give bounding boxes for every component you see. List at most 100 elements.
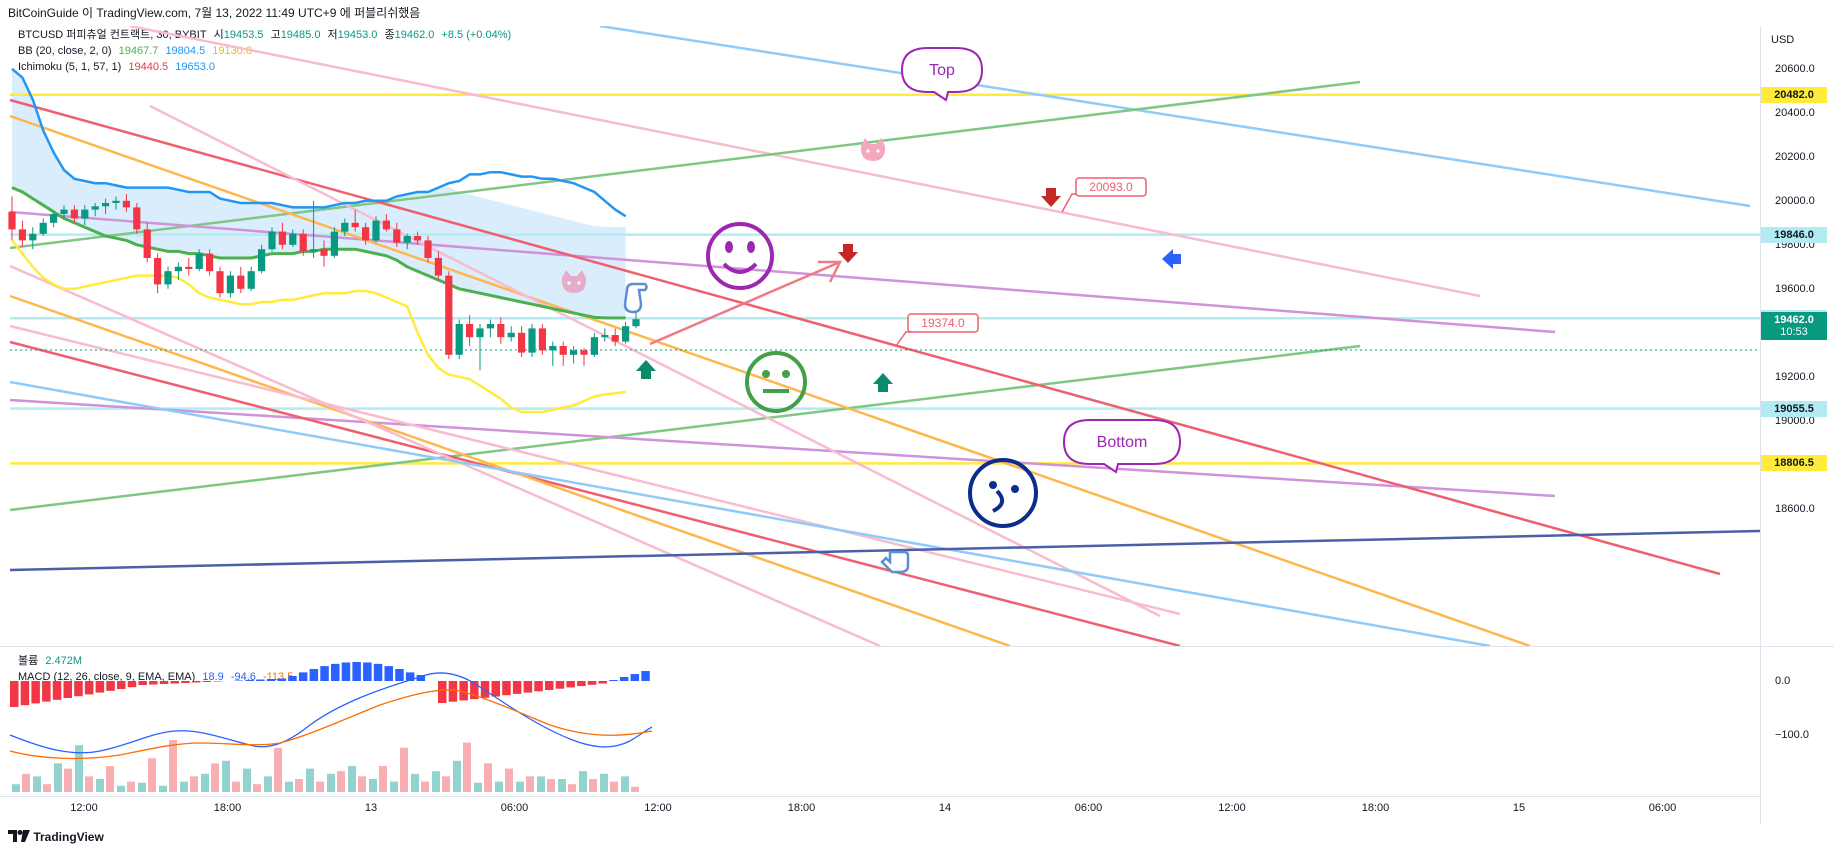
drawings [561, 138, 1181, 574]
candle-body [258, 249, 266, 272]
cat-face-icon [561, 270, 587, 293]
candle-body [518, 332, 526, 353]
candle-body [226, 275, 234, 294]
volume-bar [211, 763, 219, 792]
volume-bar [96, 779, 104, 792]
macd-histogram-bar [438, 681, 447, 703]
time-axis-tick: 12:00 [644, 802, 672, 814]
macd-line [9, 672, 653, 754]
ohlc-close-label: 종 [384, 29, 395, 41]
arrow-up-icon [636, 360, 656, 379]
price-axis-tick: 20400.0 [1775, 106, 1815, 119]
neutral-face-icon [745, 351, 807, 413]
price-axis-tag-value: 20482.0 [1774, 88, 1814, 101]
price-axis-tag-value: 19846.0 [1774, 228, 1814, 241]
candle-body [174, 266, 182, 272]
candle-body [445, 275, 453, 355]
price-axis-currency: USD [1771, 34, 1795, 46]
candle-body [50, 214, 58, 223]
macd-histogram-bar [309, 669, 319, 681]
trendline-pink-3 [9, 264, 881, 646]
macd-histogram-bar [138, 681, 147, 685]
candle-body [455, 324, 463, 355]
candle-body [632, 319, 640, 327]
ohlc-open: 19453.5 [223, 29, 264, 41]
macd-volume-chart[interactable] [0, 647, 1760, 797]
candle-body [382, 220, 390, 230]
price-axis-tick: 18600.0 [1775, 502, 1815, 515]
tradingview-footer[interactable]: TradingView [8, 826, 104, 848]
volume-bar [327, 773, 335, 792]
price-chart[interactable]: Top Bottom 20093.0 19374.0 [0, 26, 1760, 646]
macd-histogram-bar [598, 681, 607, 684]
volume-bar [43, 784, 51, 792]
volume-bar [547, 779, 555, 792]
volume-bar [117, 785, 125, 792]
arrow-left-icon [1162, 249, 1181, 269]
candle-body [538, 328, 546, 351]
time-axis-divider [0, 796, 1760, 797]
macd-histogram-bar [95, 681, 105, 693]
macd-histogram-bar [159, 681, 169, 684]
time-axis-tick: 06:00 [1074, 802, 1103, 814]
candle-body [434, 258, 442, 276]
ohlc-low: 19453.0 [337, 29, 378, 41]
bb-upper-line [11, 67, 627, 218]
volume-bar [169, 740, 177, 792]
candle-body [570, 350, 578, 355]
trendline-navy [9, 529, 1760, 572]
candle-body [601, 335, 609, 338]
macd-histogram-bar [127, 681, 137, 688]
candle-body [102, 203, 110, 207]
macd-value-1: 18.9 [202, 671, 224, 683]
macd-histogram-bar [181, 681, 190, 683]
bollinger-bands [11, 67, 627, 414]
candle-body [237, 275, 245, 289]
volume-bar [369, 779, 377, 792]
price-axis-tag: 19055.5 [1761, 400, 1827, 417]
macd-histogram-bar [352, 662, 361, 681]
candle-body [310, 249, 318, 252]
volume-bar [12, 784, 20, 792]
trendline-purple-upper [9, 210, 1556, 334]
volume-bar [505, 768, 513, 792]
macd-label: MACD (12, 26, close, 9, EMA, EMA) [18, 671, 196, 683]
volume-bar [232, 781, 240, 792]
macd-histogram-bar [74, 681, 83, 697]
candle-body [507, 332, 515, 338]
price-axis[interactable]: USD 20600.0 20400.0 20200.0 20000.0 19800.0 1… [1760, 26, 1834, 824]
volume-bars [12, 740, 639, 792]
macd-histogram-bar [106, 681, 115, 691]
volume-bar [495, 781, 503, 792]
volume-bar [75, 745, 83, 792]
price-axis-tag: 18806.5 [1761, 455, 1827, 472]
ichimoku-legend-row: Ichimoku (5, 1, 57, 1) 19440.5 19653.0 [18, 59, 515, 75]
candle-body [206, 253, 214, 272]
volume-bar [22, 773, 30, 792]
volume-bar [348, 766, 356, 792]
trendline-purple-lower [9, 398, 1556, 498]
candle-body [247, 271, 255, 289]
pointing-hand-icon [880, 550, 910, 574]
candle-body [414, 236, 422, 241]
bb-legend-row: BB (20, close, 2, 0) 19467.7 19804.5 191… [18, 43, 515, 59]
candle-body [424, 240, 432, 258]
volume-bar [568, 784, 576, 792]
bb-basis-value: 19467.7 [118, 45, 159, 57]
forecast-arrow-line [649, 260, 841, 346]
volume-bar [306, 768, 314, 792]
price-callout-text: 20093.0 [1089, 180, 1133, 194]
volume-bar [337, 771, 345, 792]
time-axis-tick: 15 [1512, 802, 1526, 814]
ichimoku-label: Ichimoku (5, 1, 57, 1) [18, 61, 122, 73]
bb-label: BB (20, close, 2, 0) [18, 45, 112, 57]
macd-histogram-bar [641, 671, 650, 681]
macd-histogram-bar [619, 677, 629, 681]
volume-legend-row: 볼륨 2.472M [18, 653, 297, 669]
main-legend: BTCUSD 퍼피츄얼 컨트랙트, 30, BYBIT 시19453.5 고19… [18, 27, 515, 75]
publisher-line: BitCoinGuide 이 TradingView.com, 7월 13, 2… [8, 6, 421, 20]
bb-upper-value: 19804.5 [165, 45, 206, 57]
time-axis-tick: 18:00 [213, 802, 242, 814]
macd-histogram-bar [245, 680, 254, 681]
bottom-callout: Bottom [1062, 419, 1182, 474]
